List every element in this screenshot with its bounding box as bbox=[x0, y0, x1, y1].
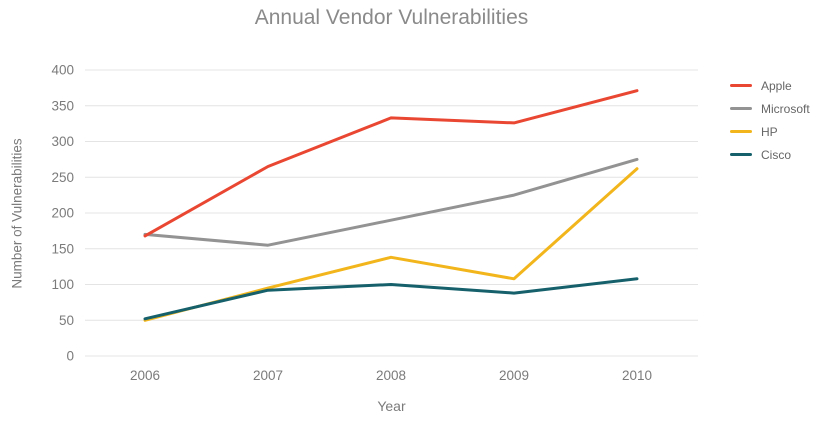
legend-line-swatch bbox=[730, 130, 752, 133]
series-line-microsoft bbox=[143, 157, 639, 247]
legend: Apple Microsoft HP Cisco bbox=[730, 74, 810, 166]
y-tick-label: 400 bbox=[51, 63, 74, 78]
x-axis-title: Year bbox=[377, 398, 406, 414]
x-tick-label: 2007 bbox=[253, 368, 283, 383]
x-tick-label: 2008 bbox=[376, 368, 406, 383]
legend-line-swatch bbox=[730, 107, 752, 110]
legend-item-apple: Apple bbox=[730, 74, 810, 97]
y-tick-label: 0 bbox=[66, 349, 74, 364]
series-line-cisco bbox=[143, 277, 639, 321]
legend-item-microsoft: Microsoft bbox=[730, 97, 810, 120]
x-tick-label: 2009 bbox=[499, 368, 529, 383]
series-line-apple bbox=[143, 89, 639, 238]
y-tick-label: 300 bbox=[51, 134, 74, 149]
series-line-hp bbox=[143, 167, 639, 322]
x-tick-label: 2010 bbox=[622, 368, 652, 383]
legend-label: HP bbox=[761, 125, 778, 139]
legend-line-swatch bbox=[730, 84, 752, 87]
legend-label: Apple bbox=[761, 79, 792, 93]
y-tick-label: 350 bbox=[51, 98, 74, 113]
legend-item-hp: HP bbox=[730, 120, 810, 143]
y-tick-label: 150 bbox=[51, 241, 74, 256]
y-tick-label: 100 bbox=[51, 277, 74, 292]
y-tick-label: 50 bbox=[59, 313, 74, 328]
legend-label: Cisco bbox=[761, 148, 792, 162]
legend-label: Microsoft bbox=[761, 102, 810, 116]
legend-line-swatch bbox=[730, 153, 752, 156]
legend-item-cisco: Cisco bbox=[730, 143, 810, 166]
y-tick-label: 250 bbox=[51, 170, 74, 185]
chart-title: Annual Vendor Vulnerabilities bbox=[254, 6, 529, 29]
y-tick-label: 200 bbox=[51, 206, 74, 221]
x-tick-label: 2006 bbox=[130, 368, 160, 383]
